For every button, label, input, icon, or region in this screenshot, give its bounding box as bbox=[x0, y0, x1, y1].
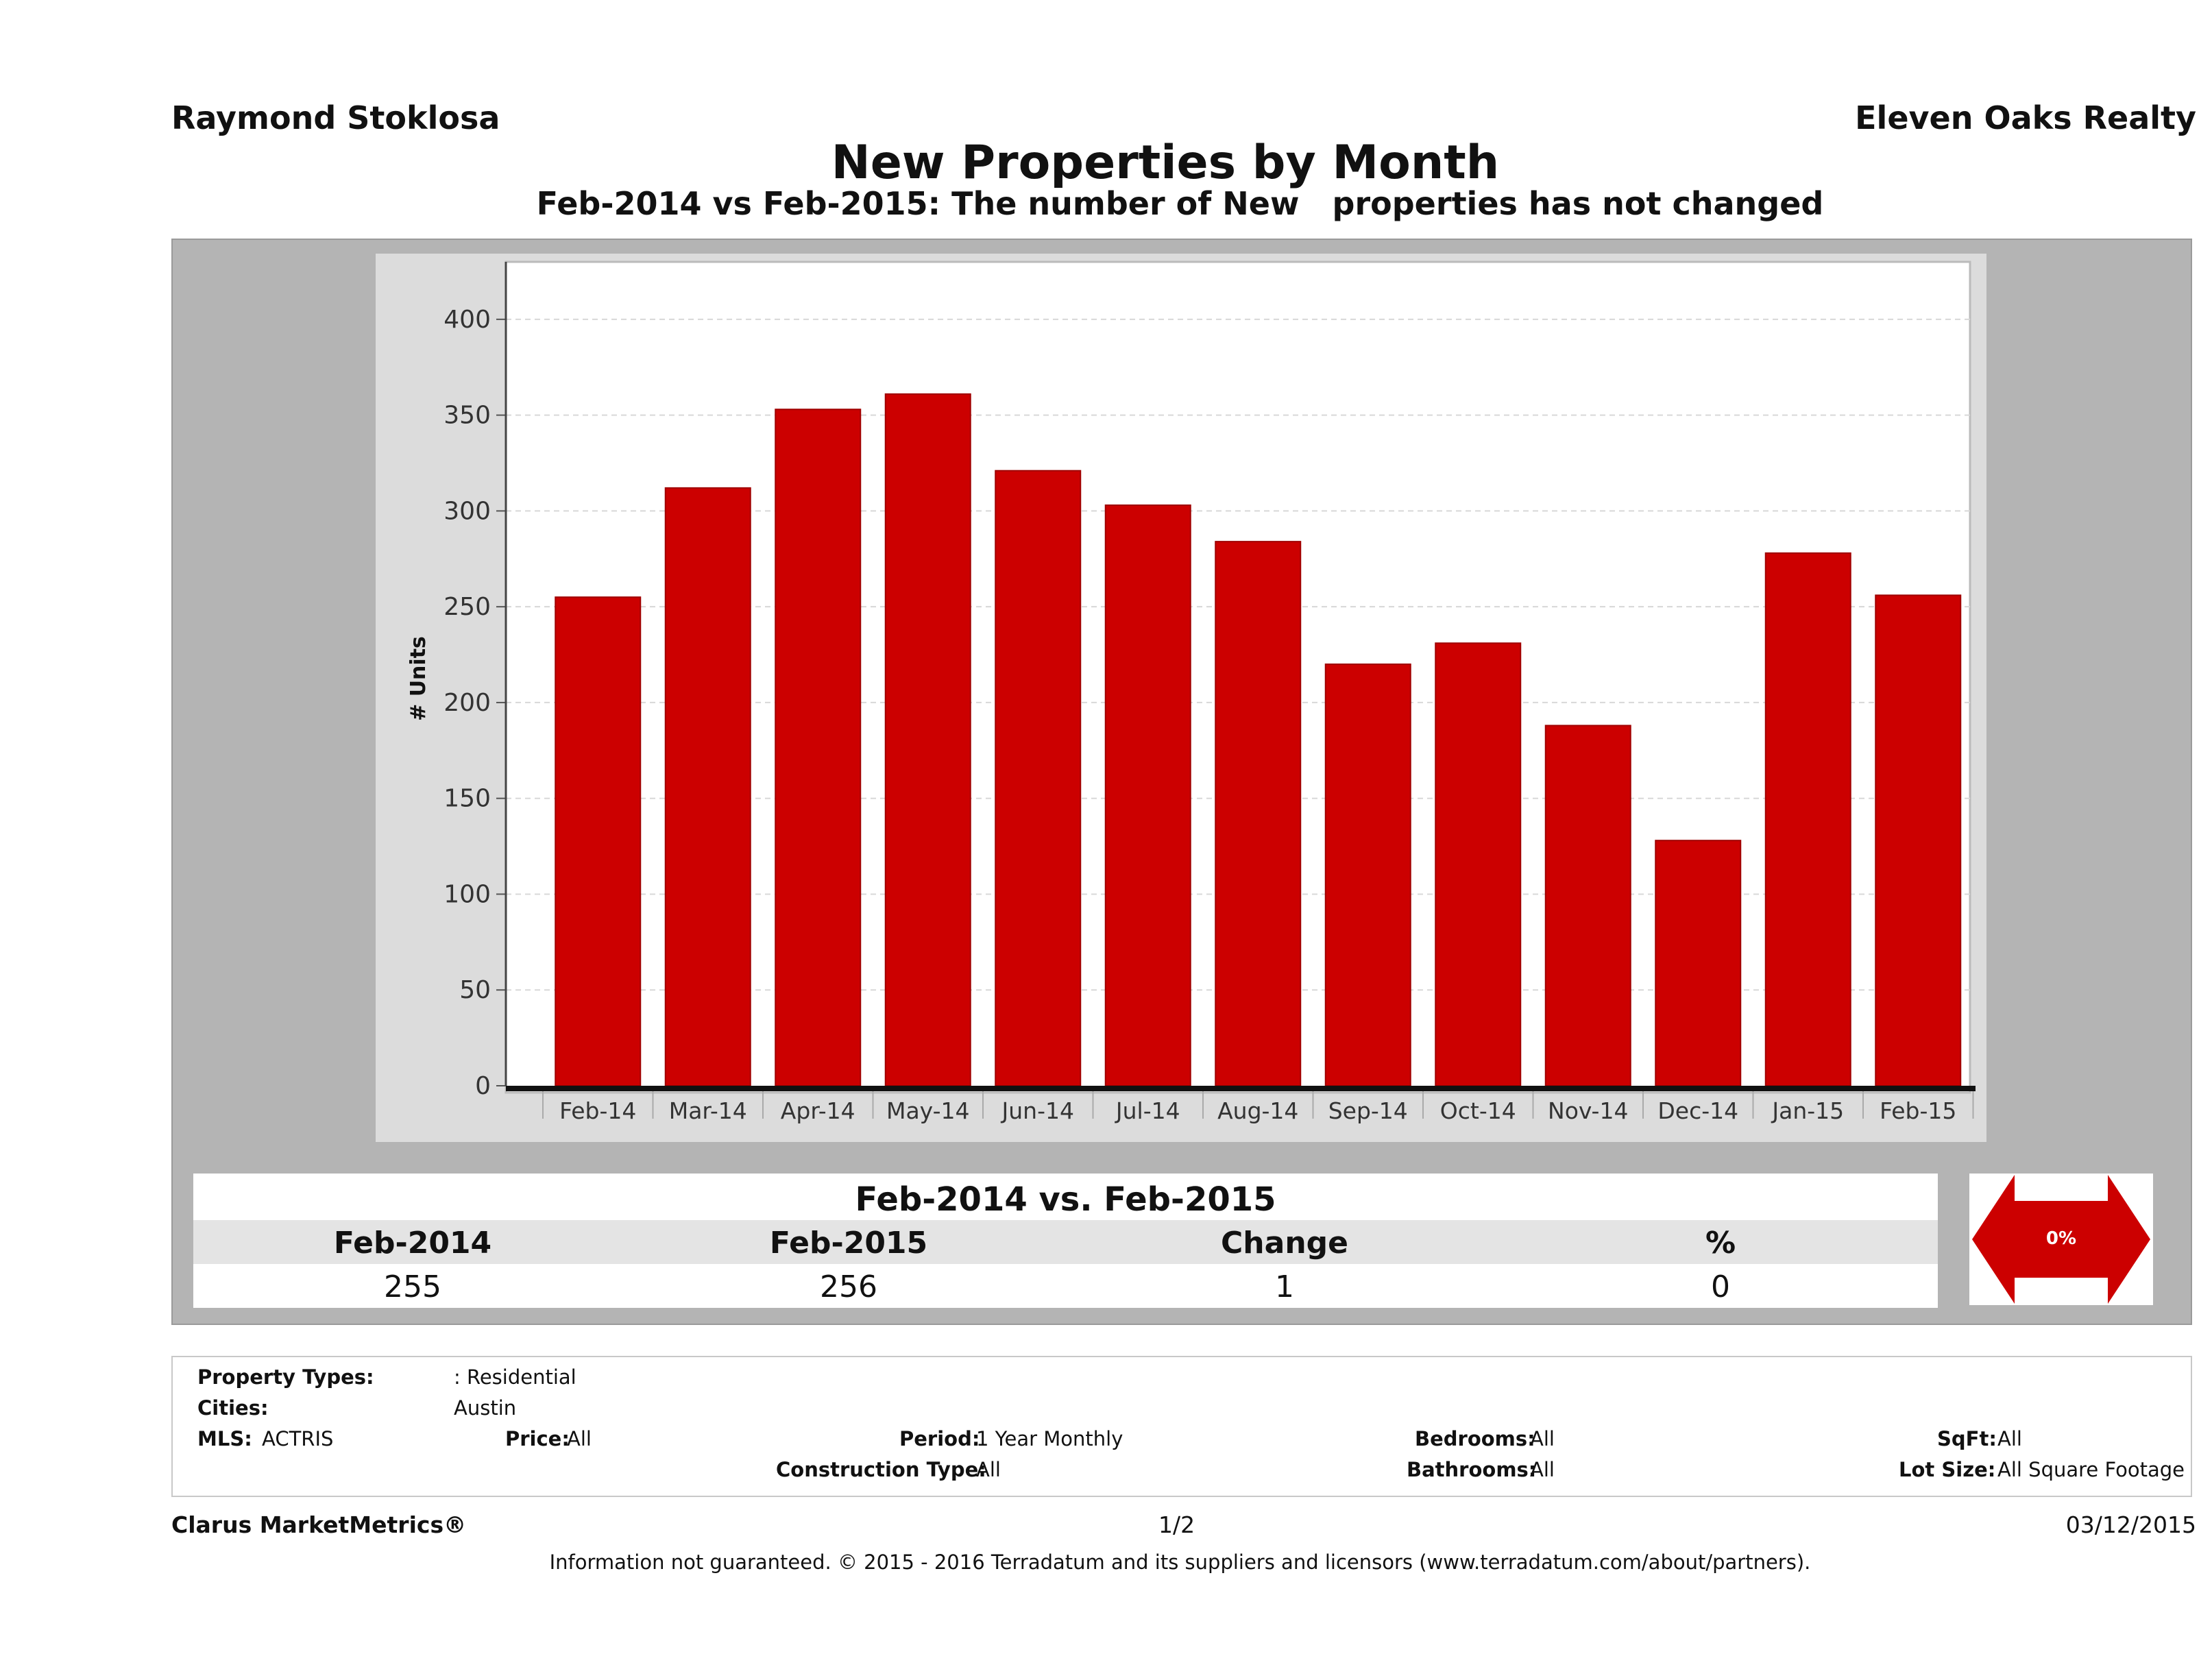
x-tick-label: Apr-14 bbox=[781, 1097, 855, 1124]
price-label: Price: bbox=[505, 1427, 570, 1450]
comparison-title-band bbox=[193, 1174, 1938, 1220]
change-indicator bbox=[1969, 1174, 2153, 1305]
price-value: All bbox=[567, 1427, 592, 1450]
y-tick-label: 400 bbox=[443, 306, 491, 334]
comparison-header-percent: % bbox=[1705, 1226, 1736, 1261]
period-value: 1 Year Monthly bbox=[976, 1427, 1123, 1450]
bar-nov-14 bbox=[1544, 725, 1631, 1086]
bar-dec-14 bbox=[1655, 840, 1742, 1087]
y-tick-label: 50 bbox=[459, 976, 491, 1004]
comparison-header-band bbox=[193, 1220, 1938, 1264]
mls-value: ACTRIS bbox=[262, 1427, 334, 1450]
x-tick-label: May-14 bbox=[886, 1097, 970, 1124]
bathrooms-label: Bathrooms: bbox=[1407, 1458, 1537, 1481]
comparison-header-change: Change bbox=[1221, 1226, 1348, 1261]
x-tick-label: Aug-14 bbox=[1217, 1097, 1298, 1124]
comparison-value-percent: 0 bbox=[1711, 1269, 1730, 1304]
y-tick-label: 150 bbox=[443, 785, 491, 813]
comparison-header-end: Feb-2015 bbox=[769, 1226, 928, 1261]
x-tick-label: Feb-14 bbox=[559, 1097, 636, 1124]
comparison-value-start: 255 bbox=[384, 1269, 441, 1304]
x-tick-label: Sep-14 bbox=[1328, 1097, 1408, 1124]
bar-jun-14 bbox=[995, 470, 1082, 1087]
lot-size-label: Lot Size: bbox=[1899, 1458, 1996, 1481]
sqft-label: SqFt: bbox=[1937, 1427, 1997, 1450]
bar-jul-14 bbox=[1104, 504, 1191, 1087]
bars bbox=[555, 393, 1962, 1087]
mls-label: MLS: bbox=[197, 1427, 252, 1450]
page-number: 1/2 bbox=[1158, 1511, 1195, 1538]
y-tick-label: 350 bbox=[443, 402, 491, 430]
x-tick-label: Jul-14 bbox=[1115, 1097, 1180, 1124]
lot-size-value: All Square Footage bbox=[1997, 1458, 2185, 1481]
bar-mar-14 bbox=[664, 487, 751, 1087]
bar-feb-14 bbox=[555, 596, 642, 1086]
bathrooms-value: All bbox=[1530, 1458, 1555, 1481]
report-subtitle: Feb-2014 vs Feb-2015: The number of New … bbox=[536, 185, 1824, 222]
comparison-value-end: 256 bbox=[820, 1269, 877, 1304]
x-tick-label: Jun-14 bbox=[1001, 1097, 1074, 1124]
construction-type-label: Construction Type: bbox=[776, 1458, 986, 1481]
x-tick-label: Mar-14 bbox=[669, 1097, 747, 1124]
footer-brand: Clarus MarketMetrics® bbox=[171, 1511, 467, 1538]
cities-label: Cities: bbox=[197, 1396, 269, 1420]
report-title: New Properties by Month bbox=[831, 136, 1500, 190]
bar-jan-15 bbox=[1764, 552, 1851, 1087]
search-criteria: Property Types: : Residential Cities: Au… bbox=[171, 1356, 2192, 1497]
x-tick-label: Dec-14 bbox=[1657, 1097, 1738, 1124]
bedrooms-value: All bbox=[1530, 1427, 1555, 1450]
bar-apr-14 bbox=[775, 409, 862, 1086]
y-tick-label: 200 bbox=[443, 689, 491, 717]
cities-value: Austin bbox=[454, 1396, 517, 1420]
period-label: Period: bbox=[899, 1427, 980, 1450]
bedrooms-label: Bedrooms: bbox=[1415, 1427, 1535, 1450]
double-arrow-icon bbox=[1972, 1175, 2150, 1304]
y-axis-label: # Units bbox=[406, 636, 430, 721]
comparison-value-change: 1 bbox=[1275, 1269, 1294, 1304]
comparison-value-band bbox=[193, 1264, 1938, 1308]
x-tick-label: Feb-15 bbox=[1880, 1097, 1956, 1124]
comparison-table: Feb-2014 vs. Feb-2015 Feb-2014 Feb-2015 … bbox=[193, 1174, 1938, 1308]
y-tick-label: 0 bbox=[475, 1072, 491, 1100]
report-date: 03/12/2015 bbox=[2065, 1511, 2196, 1538]
bar-may-14 bbox=[884, 393, 971, 1086]
x-tick-label: Oct-14 bbox=[1440, 1097, 1516, 1124]
y-tick-label: 100 bbox=[443, 880, 491, 908]
y-tick-label: 250 bbox=[443, 593, 491, 621]
bar-aug-14 bbox=[1215, 541, 1302, 1087]
y-tick-label: 300 bbox=[443, 497, 491, 525]
bar-chart: 0 50 100 150 200 250 300 350 400 Feb-14 Mar-14 Apr-… bbox=[406, 260, 1976, 1124]
x-tick-label: Nov-14 bbox=[1548, 1097, 1628, 1124]
property-types-label: Property Types: bbox=[197, 1365, 374, 1389]
disclaimer: Information not guaranteed. © 2015 - 201… bbox=[549, 1551, 1811, 1574]
axes: 0 50 100 150 200 250 300 350 400 Feb-14 Mar-14 Apr-… bbox=[443, 262, 1976, 1124]
sqft-value: All bbox=[1997, 1427, 2022, 1450]
comparison-header-start: Feb-2014 bbox=[333, 1226, 492, 1261]
brokerage-name: Eleven Oaks Realty bbox=[1855, 99, 2196, 136]
change-percent-badge: 0% bbox=[2045, 1228, 2077, 1249]
property-types-value: : Residential bbox=[454, 1365, 576, 1389]
bar-oct-14 bbox=[1435, 642, 1522, 1086]
x-tick-label: Jan-15 bbox=[1771, 1097, 1844, 1124]
bar-sep-14 bbox=[1324, 664, 1411, 1086]
agent-name: Raymond Stoklosa bbox=[171, 99, 500, 136]
bar-feb-15 bbox=[1875, 594, 1962, 1086]
comparison-title: Feb-2014 vs. Feb-2015 bbox=[855, 1180, 1276, 1219]
construction-type-value: All bbox=[976, 1458, 1001, 1481]
